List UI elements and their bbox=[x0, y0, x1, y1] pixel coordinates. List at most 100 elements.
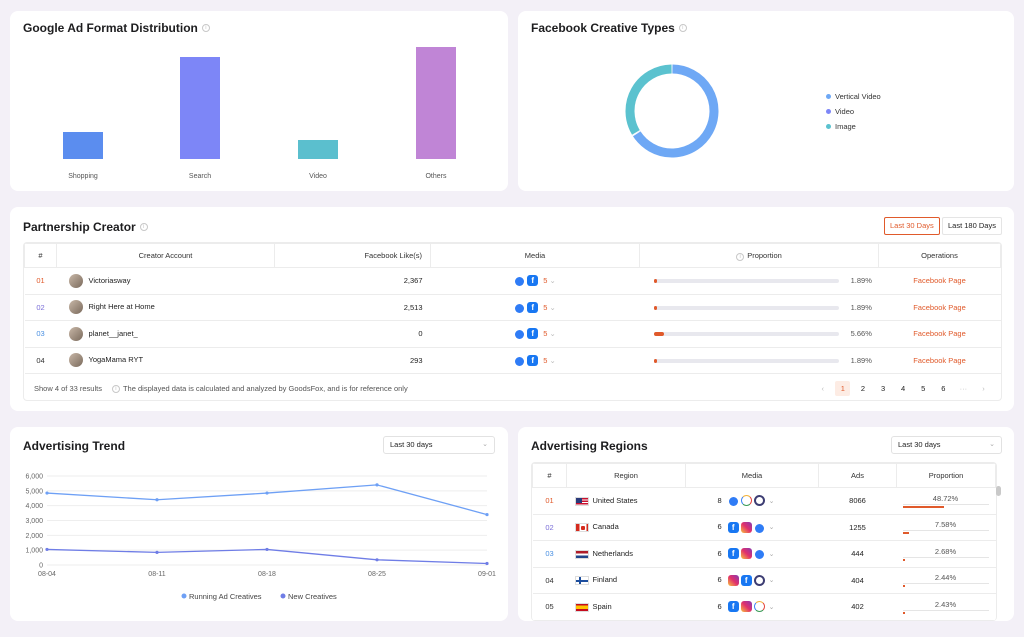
more-media-dropdown[interactable]: 5 ⌄ bbox=[543, 329, 556, 339]
facebook-page-link[interactable]: Facebook Page bbox=[913, 355, 966, 365]
prev-page-icon[interactable]: ‹ bbox=[821, 384, 825, 393]
proportion-value: 2.68% bbox=[902, 547, 989, 558]
tab-last-180-days[interactable]: Last 180 Days bbox=[942, 217, 1002, 235]
data-point[interactable] bbox=[155, 498, 159, 502]
more-media-dropdown[interactable]: ⌄ bbox=[768, 497, 775, 505]
creator-cell[interactable]: YogaMama RYT bbox=[56, 347, 275, 374]
data-point[interactable] bbox=[485, 512, 489, 517]
data-point[interactable] bbox=[45, 547, 49, 552]
legend-label[interactable]: New Creatives bbox=[288, 592, 337, 601]
google-icon[interactable] bbox=[753, 601, 765, 613]
page-3[interactable]: 3 bbox=[880, 384, 886, 393]
next-page-icon[interactable]: › bbox=[982, 384, 985, 393]
data-point[interactable] bbox=[155, 550, 159, 554]
facebook-icon[interactable]: f bbox=[527, 275, 539, 287]
data-point[interactable] bbox=[265, 547, 269, 552]
bar-others[interactable] bbox=[416, 47, 456, 159]
page-ellipsis[interactable]: ··· bbox=[959, 384, 968, 393]
table-row[interactable]: 04 Finland 6 f ⌄ 404 2.44% bbox=[532, 567, 996, 594]
messenger-icon[interactable] bbox=[753, 548, 765, 560]
facebook-icon[interactable]: f bbox=[527, 328, 539, 340]
facebook-page-link[interactable]: Facebook Page bbox=[913, 302, 966, 312]
facebook-icon[interactable]: f bbox=[727, 601, 739, 613]
more-media-dropdown[interactable]: ⌄ bbox=[768, 577, 775, 585]
facebook-page-link[interactable]: Facebook Page bbox=[913, 276, 966, 286]
bar-search[interactable] bbox=[180, 57, 220, 159]
info-icon[interactable]: i bbox=[201, 24, 210, 32]
rank-cell: 04 bbox=[24, 347, 57, 374]
likes-cell: 2,367 bbox=[274, 267, 431, 295]
more-media-dropdown[interactable]: ⌄ bbox=[768, 603, 775, 611]
messenger-icon[interactable] bbox=[514, 354, 526, 366]
page-2[interactable]: 2 bbox=[860, 384, 866, 393]
instagram-icon[interactable] bbox=[740, 548, 752, 560]
data-point[interactable] bbox=[265, 491, 269, 495]
info-icon[interactable]: i bbox=[111, 384, 120, 393]
tab-last-30-days[interactable]: Last 30 Days bbox=[884, 217, 940, 235]
legend-item-vertical-video[interactable]: Vertical Video bbox=[826, 92, 881, 101]
more-media-dropdown[interactable]: 5 ⌄ bbox=[543, 302, 556, 312]
facebook-icon[interactable]: f bbox=[527, 354, 539, 366]
facebook-icon[interactable]: f bbox=[727, 548, 739, 560]
instagram-icon[interactable] bbox=[740, 601, 752, 613]
table-row[interactable]: 02 Canada 6 f ⌄ 1255 7.58% bbox=[532, 514, 996, 541]
facebook-icon[interactable]: f bbox=[527, 301, 539, 313]
partnership-card: Partnership Creator i Last 30 Days Last 1… bbox=[10, 207, 1014, 411]
google-icon[interactable] bbox=[740, 495, 752, 507]
more-media-dropdown[interactable]: ⌄ bbox=[768, 524, 775, 532]
legend-item-image[interactable]: Image bbox=[826, 122, 881, 131]
audience-network-icon[interactable] bbox=[753, 495, 765, 507]
avatar bbox=[68, 273, 83, 288]
info-icon[interactable]: i bbox=[678, 24, 687, 32]
data-point[interactable] bbox=[375, 483, 379, 487]
data-point[interactable] bbox=[45, 491, 49, 495]
messenger-icon[interactable] bbox=[514, 328, 526, 340]
messenger-icon[interactable] bbox=[727, 495, 739, 507]
facebook-icon[interactable]: f bbox=[727, 521, 739, 533]
page-1[interactable]: 1 bbox=[835, 381, 851, 396]
bar-video[interactable] bbox=[298, 139, 338, 159]
instagram-icon[interactable] bbox=[727, 574, 739, 586]
messenger-icon[interactable] bbox=[514, 301, 526, 313]
facebook-page-link[interactable]: Facebook Page bbox=[913, 329, 966, 339]
legend-item-video[interactable]: Video bbox=[826, 107, 881, 116]
col-rank: # bbox=[24, 243, 57, 268]
more-media-dropdown[interactable]: ⌄ bbox=[768, 550, 775, 558]
table-row[interactable]: 01 Victoriasway 2,367 f 5 ⌄ 1.89% Faceboo… bbox=[24, 267, 1001, 295]
messenger-icon[interactable] bbox=[753, 521, 765, 533]
region-cell: Finland bbox=[566, 567, 686, 594]
info-icon[interactable]: i bbox=[139, 223, 148, 231]
slice-image[interactable] bbox=[625, 64, 672, 135]
bar-shopping[interactable] bbox=[63, 131, 103, 159]
table-row[interactable]: 03 planet__janet_ 0 f 5 ⌄ 5.66% Facebook … bbox=[24, 320, 1001, 348]
data-point[interactable] bbox=[375, 558, 379, 562]
table-row[interactable]: 02 Right Here at Home 2,513 f 5 ⌄ 1.89% F… bbox=[24, 294, 1001, 321]
legend-label[interactable]: Running Ad Creatives bbox=[189, 592, 262, 601]
slice-vertical-video[interactable] bbox=[632, 64, 719, 158]
regions-scrollbar[interactable] bbox=[996, 486, 1001, 496]
facebook-icon[interactable]: f bbox=[740, 574, 752, 586]
info-icon[interactable]: i bbox=[736, 252, 745, 261]
series-line-new-creatives[interactable] bbox=[46, 548, 488, 565]
creator-cell[interactable]: Right Here at Home bbox=[56, 294, 275, 321]
instagram-icon[interactable] bbox=[740, 521, 752, 533]
page-5[interactable]: 5 bbox=[921, 384, 926, 393]
table-row[interactable]: 05 Spain 6 f ⌄ 402 2.43% bbox=[532, 593, 996, 621]
table-row[interactable]: 03 Netherlands 6 f ⌄ 444 2.68% bbox=[532, 540, 996, 568]
category-label: Others bbox=[425, 173, 447, 180]
creator-cell[interactable]: planet__janet_ bbox=[56, 320, 275, 348]
messenger-icon[interactable] bbox=[514, 275, 526, 287]
series-line-running-ad-creatives[interactable] bbox=[46, 484, 488, 516]
trend-period-select[interactable]: Last 30 days ⌄ bbox=[383, 436, 495, 454]
page-4[interactable]: 4 bbox=[901, 384, 906, 393]
table-row[interactable]: 01 United States 8 ⌄ 8066 48.72% bbox=[532, 487, 996, 515]
data-point[interactable] bbox=[485, 561, 489, 566]
table-row[interactable]: 04 YogaMama RYT 293 f 5 ⌄ 1.89% Facebook … bbox=[24, 347, 1001, 374]
x-tick-label: 08-18 bbox=[258, 571, 276, 578]
page-6[interactable]: 6 bbox=[941, 384, 946, 393]
creator-cell[interactable]: Victoriasway bbox=[56, 267, 275, 295]
regions-period-select[interactable]: Last 30 days ⌄ bbox=[891, 436, 1002, 454]
more-media-dropdown[interactable]: 5 ⌄ bbox=[543, 355, 556, 365]
audience-network-icon[interactable] bbox=[753, 574, 765, 586]
more-media-dropdown[interactable]: 5 ⌄ bbox=[543, 276, 556, 286]
